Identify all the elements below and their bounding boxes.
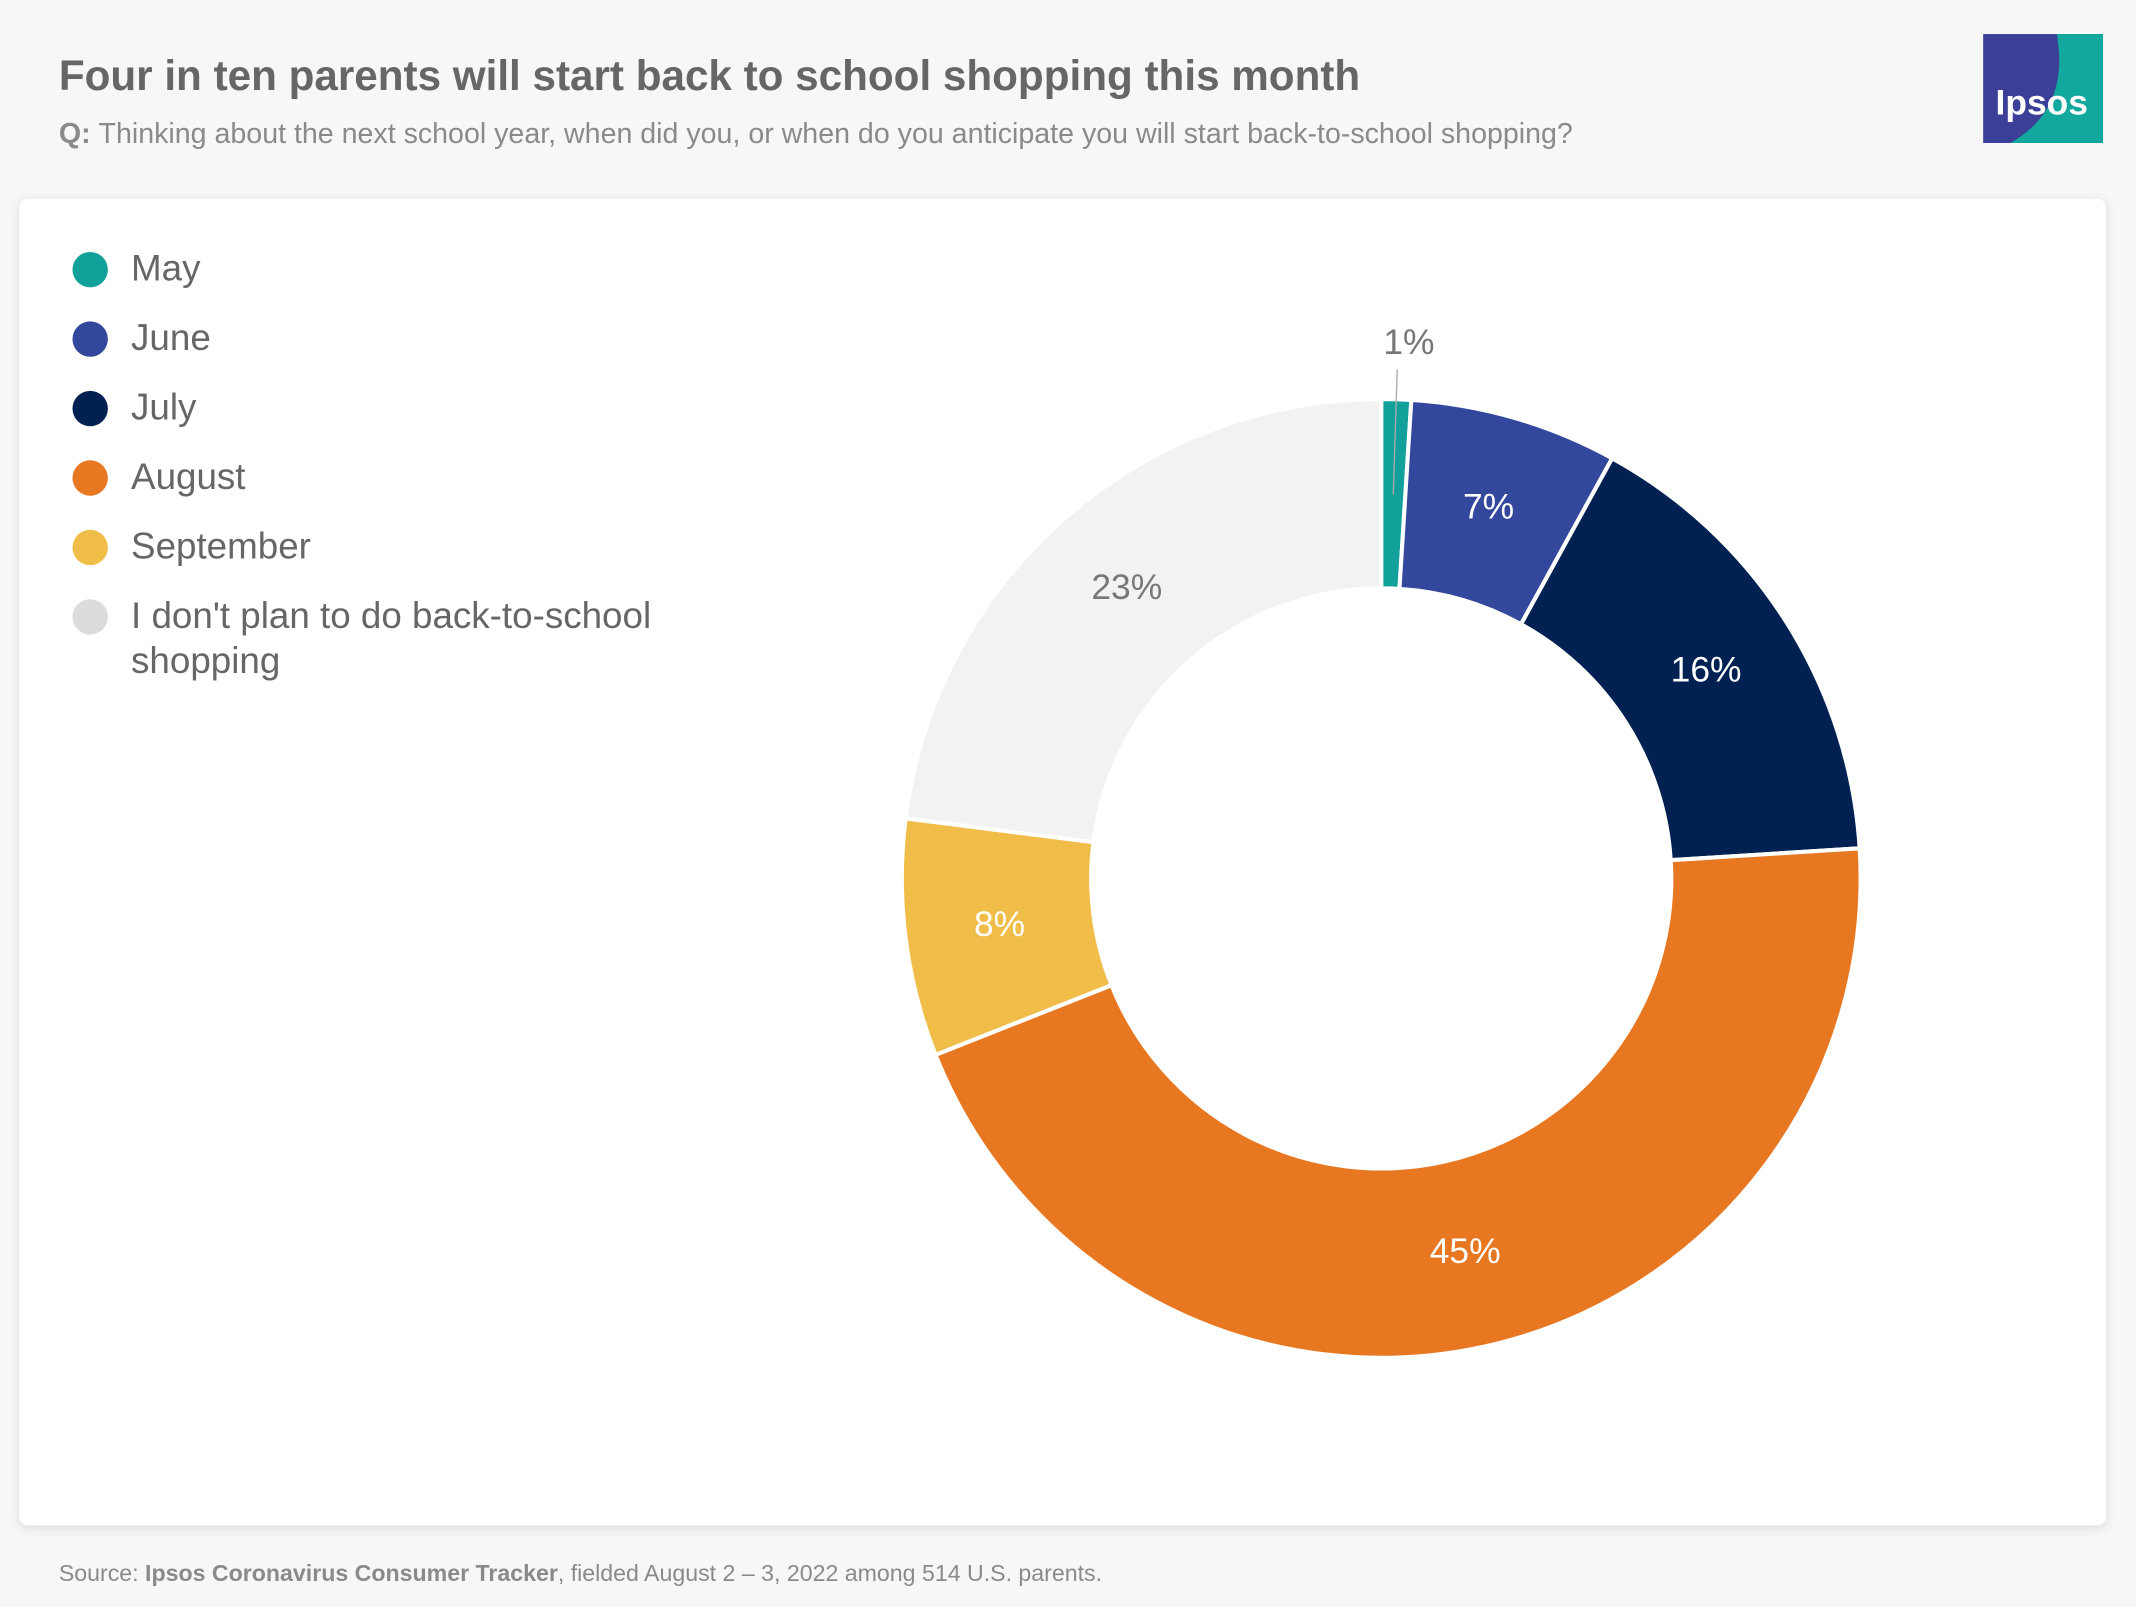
legend-marker [72, 529, 108, 566]
chart-subtitle: Q: Thinking about the next school year, … [59, 118, 1573, 150]
data-label: 7% [1463, 486, 1514, 526]
logo-text: Ipsos [1996, 82, 2088, 122]
data-label: 45% [1430, 1231, 1501, 1271]
source: Source: Ipsos Coronavirus Consumer Track… [59, 1560, 1102, 1586]
legend-item: I don't plan to do back-to-school shoppi… [131, 595, 652, 681]
data-label: 16% [1671, 650, 1742, 690]
source-details: , fielded August 2 – 3, 2022 among 514 U… [558, 1560, 1102, 1586]
logo-shape [2010, 34, 2104, 143]
donut: 1% 7% 16% 45% 8% 23% [899, 322, 1863, 1360]
legend-marker [72, 460, 108, 496]
logo: Ipsos [1983, 34, 2104, 143]
legend-marker [72, 321, 108, 357]
chart-title: Four in ten parents will start back to s… [59, 52, 1360, 99]
leader-line [1392, 369, 1398, 495]
legend-label: September [131, 525, 311, 567]
legend-marker [72, 390, 108, 427]
legend-marker [72, 599, 108, 635]
data-label: 8% [974, 904, 1025, 944]
legend-label: May [131, 247, 201, 289]
legend: May June July August September I don't plan t… [72, 247, 652, 681]
legend-item: July [131, 386, 197, 428]
source-name: Ipsos Coronavirus Consumer Tracker [145, 1560, 558, 1586]
legend-item: September [131, 525, 311, 567]
donut-slice [1518, 455, 1862, 863]
legend-item: May [131, 247, 201, 289]
question-label: Q: [59, 118, 91, 150]
question-text: Thinking about the next school year, whe… [99, 118, 1573, 150]
legend-item: June [131, 317, 211, 359]
legend-label: I don't plan to do back-to-school shoppi… [131, 595, 652, 681]
data-label: 1% [1383, 322, 1434, 362]
source-label: Source: [59, 1560, 139, 1586]
legend-marker [72, 251, 108, 288]
legend-item: August [131, 456, 246, 498]
legend-label: June [131, 317, 211, 359]
donut-slice [903, 396, 1384, 845]
donut-slice [932, 846, 1863, 1360]
legend-label: August [131, 456, 246, 498]
legend-label: July [131, 386, 197, 428]
data-label: 23% [1091, 567, 1162, 607]
